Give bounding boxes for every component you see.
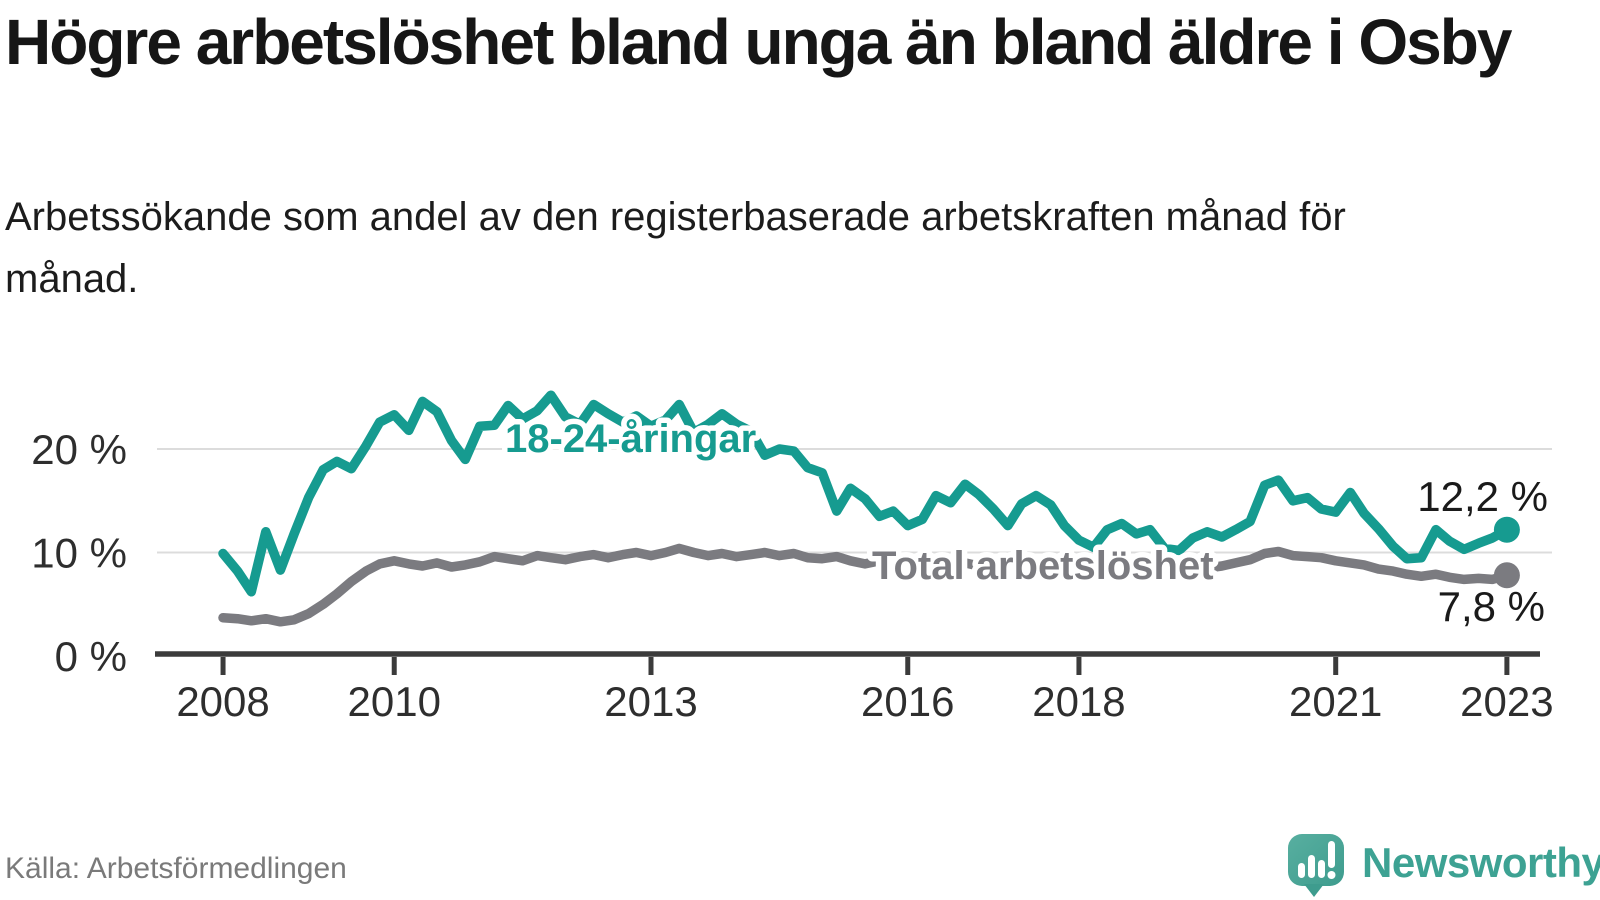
x-tick-label-2021: 2021	[1289, 678, 1382, 725]
x-tick-label-2018: 2018	[1032, 678, 1125, 725]
newsworthy-branding: Newsworthy	[1286, 832, 1600, 900]
x-tick-label-2008: 2008	[176, 678, 269, 725]
logo-bubble-tail	[1304, 884, 1324, 897]
series-line-18-24-åringar	[218, 390, 1512, 597]
series-label-Total arbetslöshet: Total arbetslöshet	[872, 544, 1214, 588]
x-tick-label-2023: 2023	[1460, 678, 1553, 725]
series-label-18-24-åringar: 18-24-åringar	[505, 417, 756, 461]
logo-exclamation-dot	[1327, 871, 1336, 879]
series-line-Total arbetslöshet	[218, 543, 1512, 627]
page-title: Högre arbetslöshet bland unga än bland ä…	[5, 6, 1512, 78]
y-tick-label-10: 10 %	[31, 530, 127, 577]
y-tick-label-0: 0 %	[55, 633, 127, 680]
source-caption: Källa: Arbetsförmedlingen	[5, 852, 347, 885]
logo-bar-3	[1318, 860, 1325, 878]
newsworthy-wordmark: Newsworthy	[1362, 839, 1600, 886]
logo-bar-1	[1298, 863, 1305, 878]
y-tick-label-20: 20 %	[31, 426, 127, 473]
x-tick-label-2016: 2016	[861, 678, 954, 725]
x-tick-label-2010: 2010	[348, 678, 441, 725]
logo-bar-2	[1308, 855, 1315, 878]
page-subtitle: Arbetssökande som andel av den registerb…	[5, 195, 1346, 301]
end-value-label-Total arbetslöshet: 7,8 %	[1438, 583, 1545, 630]
end-dot-Total arbetslöshet	[1493, 562, 1520, 589]
logo-bubble	[1288, 834, 1344, 886]
end-value-label-18-24-åringar: 12,2 %	[1417, 473, 1548, 520]
x-tick-label-2013: 2013	[604, 678, 697, 725]
newsworthy-logo-icon	[1288, 834, 1344, 897]
logo-exclamation-bar	[1328, 841, 1335, 868]
end-dot-18-24-åringar	[1493, 516, 1520, 543]
